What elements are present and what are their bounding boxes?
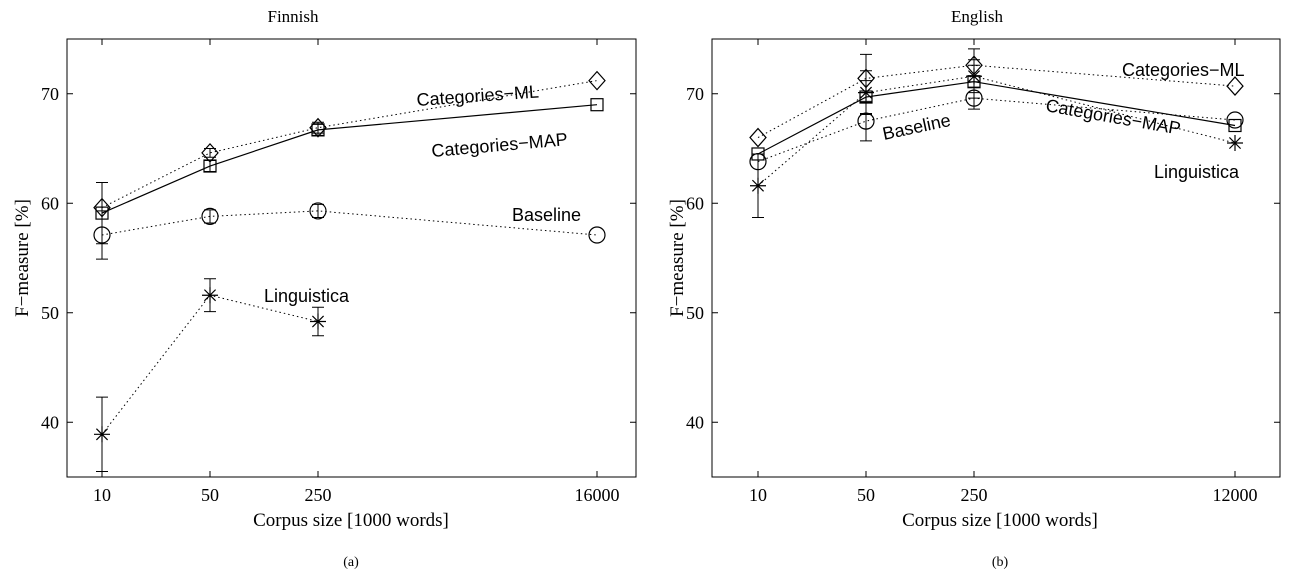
series-asterisk bbox=[94, 278, 326, 473]
annotation-linguistica: Linguistica bbox=[264, 286, 350, 306]
x-tick-label: 50 bbox=[201, 485, 219, 505]
panel-finnish: Finnish 40 50 60 70 10 50 250 16000 Corpus siz… bbox=[12, 7, 637, 570]
marker-asterisk bbox=[1227, 135, 1243, 152]
y-tick-label: 60 bbox=[686, 193, 704, 213]
panel-label: (b) bbox=[992, 555, 1009, 570]
x-tick-label: 12000 bbox=[1213, 485, 1258, 505]
x-axis-label: Corpus size [1000 words] bbox=[253, 510, 449, 531]
annotation-categories-map: Categories−MAP bbox=[1044, 95, 1182, 138]
y-axis: 40 50 60 70 bbox=[686, 84, 1280, 432]
y-axis-label: F−measure [%] bbox=[12, 199, 33, 317]
y-tick-label: 70 bbox=[686, 84, 704, 104]
series-circle bbox=[93, 202, 606, 260]
chart-title: English bbox=[951, 7, 1003, 26]
error-bar bbox=[204, 148, 216, 158]
marker-asterisk bbox=[202, 287, 218, 304]
marker-asterisk bbox=[94, 426, 110, 443]
marker-diamond bbox=[1226, 76, 1244, 96]
marker-circle bbox=[309, 202, 327, 220]
series-line bbox=[101, 294, 319, 435]
y-tick-label: 50 bbox=[41, 303, 59, 323]
marker-circle bbox=[1226, 111, 1244, 129]
x-axis-label: Corpus size [1000 words] bbox=[902, 510, 1098, 531]
x-axis: 10 50 250 16000 bbox=[93, 39, 620, 505]
y-tick-label: 60 bbox=[41, 193, 59, 213]
x-tick-label: 250 bbox=[305, 485, 332, 505]
x-tick-label: 10 bbox=[749, 485, 767, 505]
annotation-baseline: Baseline bbox=[512, 205, 581, 225]
annotation-categories-map: Categories−MAP bbox=[431, 129, 569, 161]
series-asterisk bbox=[750, 59, 1243, 218]
marker-circle bbox=[93, 226, 111, 244]
x-tick-label: 50 bbox=[857, 485, 875, 505]
marker-asterisk bbox=[750, 177, 766, 194]
x-tick-label: 10 bbox=[93, 485, 111, 505]
plot-frame bbox=[711, 38, 1281, 478]
marker-square bbox=[311, 123, 325, 137]
series-square bbox=[95, 98, 604, 245]
x-axis: 10 50 250 12000 bbox=[749, 39, 1258, 505]
chart-title: Finnish bbox=[267, 7, 319, 26]
y-axis: 40 50 60 70 bbox=[41, 84, 636, 432]
panel-english: English 40 50 60 70 10 50 250 12000 Corpus siz… bbox=[667, 7, 1281, 570]
series-line bbox=[757, 81, 1236, 155]
y-tick-label: 40 bbox=[41, 412, 59, 432]
plot-frame bbox=[66, 38, 637, 478]
annotation-baseline: Baseline bbox=[881, 110, 953, 144]
series-line bbox=[101, 104, 598, 214]
x-tick-label: 16000 bbox=[575, 485, 620, 505]
marker-asterisk bbox=[310, 313, 326, 330]
marker-asterisk bbox=[966, 68, 982, 85]
series-layer bbox=[749, 48, 1244, 218]
y-axis-label: F−measure [%] bbox=[667, 199, 688, 317]
series-layer bbox=[93, 70, 606, 473]
marker-asterisk bbox=[858, 84, 874, 101]
series-line bbox=[757, 97, 1236, 163]
y-tick-label: 40 bbox=[686, 412, 704, 432]
annotation-linguistica: Linguistica bbox=[1154, 162, 1240, 182]
error-bar bbox=[96, 210, 108, 260]
marker-square bbox=[590, 98, 604, 112]
marker-circle bbox=[588, 226, 606, 244]
panel-label: (a) bbox=[343, 555, 359, 570]
series-line bbox=[101, 80, 598, 209]
annotation-categories-ml: Categories−ML bbox=[416, 81, 540, 110]
annotation-categories-ml: Categories−ML bbox=[1122, 60, 1245, 80]
marker-diamond bbox=[588, 70, 606, 91]
marker-diamond bbox=[749, 127, 767, 148]
marker-square bbox=[1228, 118, 1242, 133]
series-line bbox=[101, 210, 598, 236]
y-tick-label: 70 bbox=[41, 84, 59, 104]
marker-square bbox=[203, 159, 217, 173]
marker-circle bbox=[201, 207, 219, 225]
y-tick-label: 50 bbox=[686, 303, 704, 323]
error-bar bbox=[204, 160, 216, 172]
x-tick-label: 250 bbox=[961, 485, 988, 505]
